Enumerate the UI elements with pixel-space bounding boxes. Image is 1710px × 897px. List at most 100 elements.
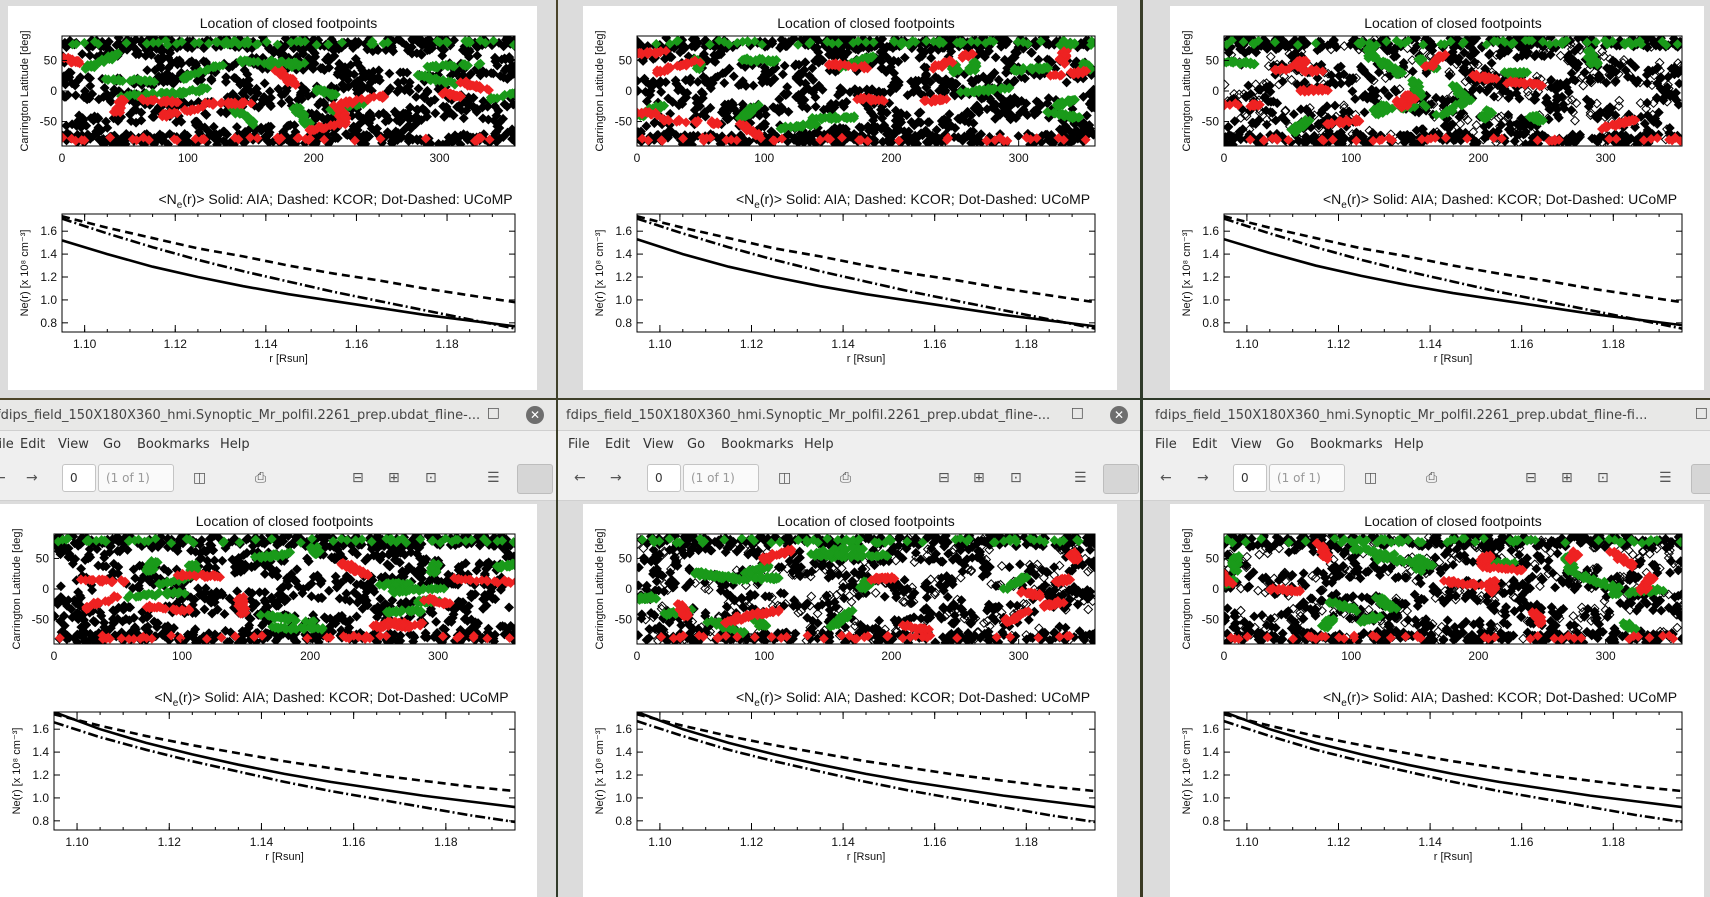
red-footpoint-marker (229, 132, 240, 143)
closed-footpoint-marker (337, 63, 348, 74)
closed-footpoint-marker (1613, 101, 1624, 112)
map-y-tick-label: 0 (625, 84, 632, 98)
closed-footpoint-marker (438, 101, 449, 112)
profile-x-tick-label: 1.18 (1015, 337, 1039, 351)
profile-y-tick-label: 0.8 (615, 316, 632, 330)
profile-y-label: Ne(r) [x 10⁸ cm⁻³] (19, 230, 31, 317)
red-footpoint-marker (246, 98, 257, 109)
red-footpoint-marker (162, 110, 173, 121)
red-footpoint-marker (377, 90, 388, 101)
closed-footpoint-marker (192, 75, 203, 86)
closed-footpoint-marker (1570, 115, 1580, 126)
closed-footpoint-marker (355, 74, 366, 85)
closed-footpoint-marker (67, 78, 77, 89)
red-footpoint-marker (238, 97, 249, 108)
red-footpoint-marker (293, 132, 304, 143)
closed-footpoint-marker (129, 104, 140, 115)
green-footpoint-marker (270, 57, 281, 68)
green-footpoint-marker (144, 75, 155, 86)
red-footpoint-marker (115, 102, 126, 113)
green-footpoint-marker (121, 38, 132, 48)
green-footpoint-marker (153, 37, 164, 48)
closed-footpoint-marker (748, 80, 759, 91)
green-footpoint-marker (245, 56, 256, 67)
closed-footpoint-marker (208, 121, 219, 132)
closed-footpoint-marker (1243, 80, 1254, 91)
viewer-top-middle: Location of closed footpoints 0 100 200 300-… (558, 0, 1140, 398)
green-footpoint-marker (330, 89, 341, 100)
closed-footpoint-marker (1224, 79, 1230, 90)
profile-y-tick-label: 1.6 (615, 224, 632, 238)
closed-footpoint-marker (341, 129, 351, 140)
closed-footpoint-marker (719, 78, 730, 88)
green-footpoint-marker (290, 107, 301, 118)
closed-footpoint-marker (326, 113, 337, 124)
closed-footpoint-marker (1407, 66, 1418, 77)
closed-footpoint-marker (455, 139, 466, 146)
closed-footpoint-marker (1224, 122, 1233, 133)
closed-footpoint-marker (238, 77, 249, 88)
closed-footpoint-marker (398, 67, 409, 78)
red-footpoint-marker (270, 65, 281, 76)
closed-footpoint-marker (483, 114, 494, 125)
closed-footpoint-marker (455, 130, 466, 141)
red-footpoint-marker (173, 97, 183, 108)
green-footpoint-marker (378, 38, 389, 49)
closed-footpoint-marker (779, 60, 790, 71)
closed-footpoint-marker (400, 108, 411, 119)
map-x-tick-label: 300 (429, 151, 449, 165)
green-footpoint-marker (367, 36, 378, 47)
closed-footpoint-marker (162, 76, 173, 87)
closed-footpoint-marker (264, 86, 275, 97)
closed-footpoint-marker (663, 126, 674, 137)
closed-footpoint-marker (91, 126, 102, 137)
green-footpoint-marker (203, 64, 213, 75)
closed-footpoint-marker (103, 36, 114, 47)
footpoint-map (62, 36, 526, 146)
closed-footpoint-marker (1061, 77, 1072, 88)
closed-footpoint-marker (177, 139, 188, 146)
profile-y-tick-label: 1.2 (615, 270, 632, 284)
red-footpoint-marker (138, 132, 149, 143)
green-footpoint-marker (480, 37, 491, 48)
closed-footpoint-marker (411, 111, 422, 122)
green-footpoint-marker (136, 75, 146, 86)
closed-footpoint-marker (367, 46, 378, 57)
closed-footpoint-marker (264, 99, 275, 109)
closed-footpoint-marker (315, 63, 326, 74)
red-footpoint-marker (187, 104, 198, 115)
map-y-tick-label: 0 (50, 84, 57, 98)
closed-footpoint-marker (85, 80, 96, 91)
closed-footpoint-marker (70, 90, 81, 101)
closed-footpoint-marker (782, 82, 793, 92)
closed-footpoint-marker (111, 40, 122, 51)
closed-footpoint-marker (98, 139, 109, 146)
closed-footpoint-marker (475, 70, 486, 81)
red-footpoint-marker (215, 98, 226, 109)
green-footpoint-marker (323, 39, 334, 50)
closed-footpoint-marker (292, 94, 303, 105)
closed-footpoint-marker (491, 110, 502, 121)
green-footpoint-marker (508, 40, 515, 50)
green-footpoint-marker (441, 36, 452, 47)
green-footpoint-marker (475, 58, 486, 69)
green-footpoint-marker (187, 84, 198, 95)
closed-footpoint-marker (443, 106, 454, 117)
green-footpoint-marker (517, 86, 525, 94)
profile-y-tick-label: 1.0 (615, 293, 632, 307)
green-footpoint-marker (518, 87, 526, 95)
closed-footpoint-marker (153, 53, 164, 64)
red-footpoint-marker (306, 124, 317, 135)
profile-x-tick-label: 1.16 (923, 337, 947, 351)
red-footpoint-marker (484, 85, 494, 96)
closed-footpoint-marker (324, 62, 335, 73)
closed-footpoint-marker (62, 79, 71, 90)
closed-footpoint-marker (392, 86, 403, 97)
red-footpoint-marker (223, 99, 234, 110)
closed-footpoint-marker (307, 58, 318, 69)
closed-footpoint-marker (365, 77, 376, 88)
profile-x-label: r [Rsun] (847, 353, 886, 365)
closed-footpoint-marker (490, 101, 500, 112)
profile-x-tick-label: 1.12 (740, 337, 764, 351)
red-footpoint-marker (469, 135, 480, 146)
